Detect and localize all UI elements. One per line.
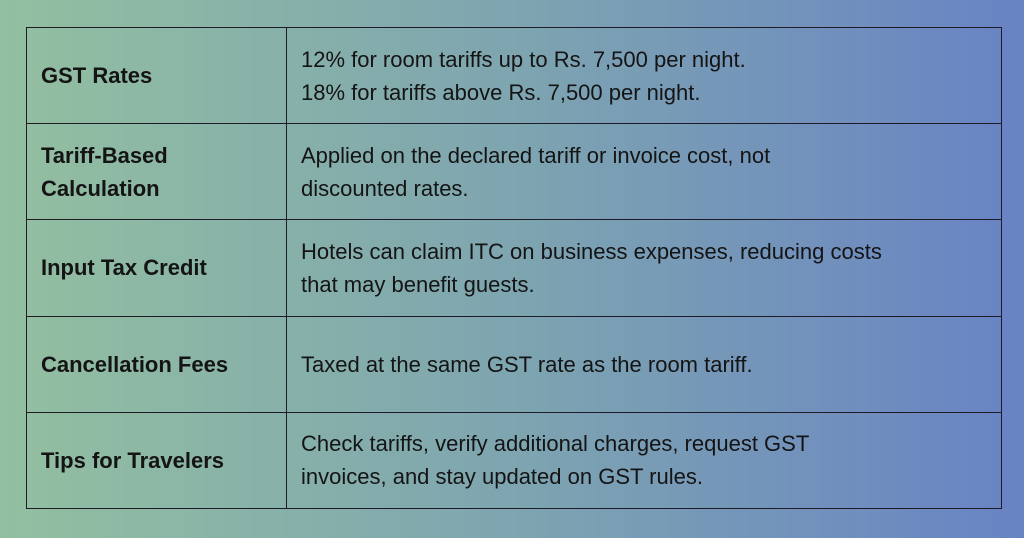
table-row: Tariff-Based Calculation Applied on the d… [26, 123, 1002, 221]
gst-table: GST Rates 12% for room tariffs up to Rs. … [26, 26, 1002, 510]
table-row: Cancellation Fees Taxed at the same GST r… [26, 315, 1002, 413]
detail-line: 12% for room tariffs up to Rs. 7,500 per… [301, 46, 746, 72]
row-label: Tariff-Based Calculation [26, 123, 287, 221]
detail-line: invoices, and stay updated on GST rules. [301, 464, 703, 490]
row-label: GST Rates [26, 26, 287, 125]
row-detail: Hotels can claim ITC on business expense… [286, 219, 1002, 317]
detail-line: that may benefit guests. [301, 271, 535, 297]
row-detail: Taxed at the same GST rate as the room t… [286, 315, 1002, 413]
row-label: Tips for Travelers [26, 411, 287, 510]
detail-line: Hotels can claim ITC on business expense… [301, 238, 882, 264]
table-body: GST Rates 12% for room tariffs up to Rs. … [26, 26, 1002, 510]
detail-line: Applied on the declared tariff or invoic… [301, 142, 771, 168]
detail-line: Check tariffs, verify additional charges… [301, 431, 810, 457]
row-detail: Check tariffs, verify additional charges… [286, 411, 1002, 510]
table-row: Tips for Travelers Check tariffs, verify … [26, 411, 1002, 510]
row-detail: Applied on the declared tariff or invoic… [286, 123, 1002, 221]
table-row: Input Tax Credit Hotels can claim ITC on … [26, 219, 1002, 317]
detail-line: 18% for tariffs above Rs. 7,500 per nigh… [301, 79, 701, 105]
row-detail: 12% for room tariffs up to Rs. 7,500 per… [286, 26, 1002, 125]
detail-line: Taxed at the same GST rate as the room t… [301, 351, 753, 377]
table-row: GST Rates 12% for room tariffs up to Rs. … [26, 26, 1002, 125]
row-label: Cancellation Fees [26, 315, 287, 413]
detail-line: discounted rates. [301, 175, 469, 201]
row-label: Input Tax Credit [26, 219, 287, 317]
